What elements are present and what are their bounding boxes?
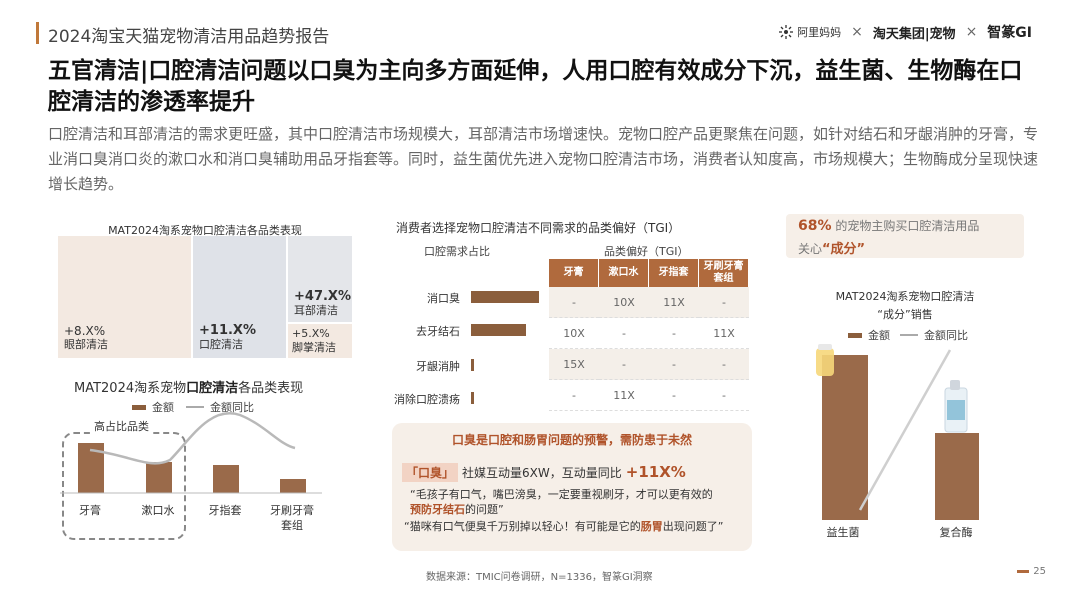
ingredient-chart: [816, 344, 979, 520]
treemap: +8.X% 眼部清洁 +11.X% 口腔清洁 +47.X% 耳部清洁 +5.X%…: [58, 236, 352, 358]
category-label-brush-set: 牙刷牙膏 套组: [270, 504, 314, 532]
need-label-ulcer: 消除口腔溃疡: [394, 393, 460, 406]
need-bar-tartar: [471, 324, 526, 336]
category-label-toothpaste: 牙膏: [79, 504, 101, 517]
legend-line-swatch: [900, 334, 918, 336]
bar-compound-enzyme: [935, 433, 979, 520]
page-headline: 五官清洁|口腔清洁问题以口臭为主向多方面延伸，人用口腔有效成分下沉，益生菌、生物…: [48, 58, 1023, 115]
taotian-logo: 淘天集团|宠物: [872, 26, 956, 42]
category-label-finger-cot: 牙指套: [208, 504, 242, 517]
legend-bar-swatch: [132, 404, 146, 410]
alimama-logo: 阿里妈妈: [778, 24, 841, 40]
high-share-label: 高占比品类: [90, 418, 153, 434]
table-row: 10X - - 11X: [549, 318, 749, 349]
header-accent-bar: [36, 22, 39, 44]
tgi-table-body: - 10X 11X - 10X - - 11X 15X - - - - 11X …: [549, 287, 749, 411]
tgi-table-header: 牙膏 漱口水 牙指套 牙刷牙膏 套组: [549, 259, 749, 287]
legend-line-swatch: [186, 406, 204, 408]
legend-bar-swatch: [848, 332, 862, 338]
need-bar-ulcer: [471, 392, 474, 404]
separator-2: ×: [965, 24, 978, 40]
bar-probiotics: [822, 355, 868, 520]
zhimeng-logo: 智篆GI: [987, 25, 1032, 41]
need-label-gum: 牙龈消肿: [416, 360, 460, 373]
stat-percentage: 68%: [798, 218, 832, 234]
treemap-cell-paw: +5.X% 脚掌清洁: [288, 324, 352, 358]
stat-line-1: 68% 的宠物主购买口腔清洁用品: [798, 218, 980, 234]
alimama-icon: [779, 25, 794, 39]
treemap-cell-eye: +8.X% 眼部清洁: [58, 236, 191, 358]
oral-chart-legend: 金额 金额同比: [132, 399, 254, 415]
partner-logos: 阿里妈妈 × 淘天集团|宠物 × 智篆GI: [778, 22, 1032, 42]
tgi-col-brush-set: 牙刷牙膏 套组: [699, 259, 749, 287]
yoy-trend-line: [89, 412, 296, 465]
interaction-growth-value: +11X%: [625, 463, 686, 481]
data-source: 数据来源：TMIC问卷调研，N=1336，智篆GI洞察: [426, 572, 653, 583]
ingredient-chart-legend: 金额 金额同比: [848, 327, 968, 343]
category-label-mouthwash: 漱口水: [141, 504, 175, 517]
separator-1: ×: [851, 24, 863, 40]
tgi-table: 牙膏 漱口水 牙指套 牙刷牙膏 套组 - 10X 11X - 10X - - 1…: [549, 259, 749, 411]
bad-breath-tag: 「口臭」: [402, 463, 459, 482]
need-bar-gum: [471, 359, 474, 371]
table-row: - 11X - -: [549, 380, 749, 411]
treemap-title: MAT2024淘系宠物口腔清洁各品类表现: [108, 224, 302, 237]
probiotic-product-icon: [816, 344, 834, 376]
treemap-cell-oral: +11.X% 口腔清洁: [193, 236, 286, 358]
category-label-probiotics: 益生菌: [826, 526, 860, 539]
need-bar-bad-breath: [471, 291, 539, 303]
quote-2: “猫咪有口气便臭千万别掉以轻心！有可能是它的肠胃出现问题了”: [404, 520, 724, 533]
table-row: 15X - - -: [549, 349, 749, 380]
bar-brush-set: [280, 479, 306, 493]
tgi-subtitle: 品类偏好（TGI）: [604, 245, 689, 258]
yoy-trend-line: [858, 349, 952, 511]
table-row: - 10X 11X -: [549, 287, 749, 318]
bad-breath-callout: [392, 423, 752, 551]
category-label-enzyme: 复合酶: [939, 526, 973, 539]
ingredient-chart-title: MAT2024淘系宠物口腔清洁 “成分”销售: [835, 290, 975, 321]
page-number-accent: [1017, 570, 1030, 573]
enzyme-product-icon: [944, 380, 968, 433]
report-title: 2024淘宝天猫宠物清洁用品趋势报告: [48, 27, 330, 47]
tgi-col-toothpaste: 牙膏: [549, 259, 599, 287]
callout-title: 口臭是口腔和肠胃问题的预警，需防患于未然: [451, 433, 692, 447]
intro-paragraph: 口腔清洁和耳部清洁的需求更旺盛，其中口腔清洁市场规模大，耳部清洁市场增速快。宠物…: [48, 125, 1039, 193]
oral-category-chart-title: MAT2024淘系宠物口腔清洁各品类表现: [74, 381, 304, 396]
treemap-cell-ear: +47.X% 耳部清洁: [288, 236, 352, 322]
need-share-subtitle: 口腔需求占比: [424, 245, 490, 258]
page-number: 25: [1017, 566, 1046, 577]
bar-finger-cot: [213, 465, 239, 493]
quote-1: “毛孩子有口气，嘴巴滂臭，一定要重视刷牙，才可以更有效的 预防牙结石的问题”: [410, 488, 713, 516]
oral-category-chart: [60, 412, 322, 494]
need-label-bad-breath: 消口臭: [427, 292, 460, 305]
tgi-section-title: 消费者选择宠物口腔清洁不同需求的品类偏好（TGI）: [396, 221, 681, 235]
stat-line-2: 关心“成分”: [798, 242, 866, 257]
need-label-tartar: 去牙结石: [416, 325, 460, 338]
tgi-col-mouthwash: 漱口水: [599, 259, 649, 287]
ingredient-stat-box: [786, 214, 1024, 258]
tgi-col-finger-cot: 牙指套: [649, 259, 699, 287]
callout-stat-line: 「口臭」 社媒互动量6XW，互动量同比 +11X%: [402, 463, 686, 482]
bar-mouthwash: [146, 462, 172, 493]
